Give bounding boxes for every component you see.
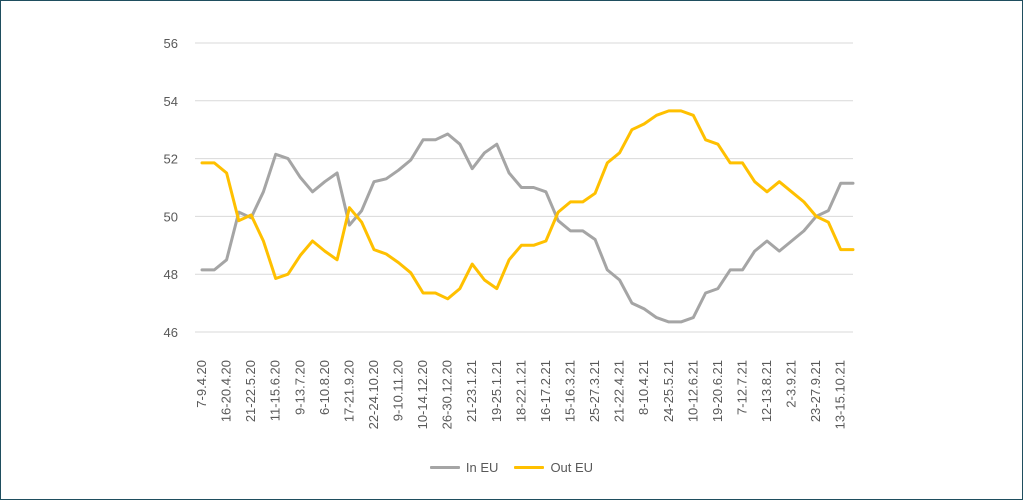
x-tick-label: 10-12.6.21: [685, 360, 700, 422]
x-tick-label: 24-25.5.21: [661, 360, 676, 422]
x-tick-label: 11-15.6.20: [268, 360, 283, 421]
x-tick-label: 21-22.4.21: [612, 360, 627, 422]
x-tick-label: 7-9.4.20: [194, 360, 209, 408]
x-tick-label: 17-21.9.20: [341, 360, 356, 422]
legend-swatch-in-eu: [429, 466, 460, 469]
x-tick-label: 22-24.10.20: [366, 360, 381, 429]
x-tick-label: 9-10.11.20: [391, 360, 406, 421]
series-lines: [200, 109, 855, 324]
x-tick-label: 16-20.4.20: [219, 360, 234, 422]
x-tick-label: 7-12.7.21: [734, 360, 749, 415]
y-tick-label: 46: [164, 325, 178, 340]
x-tick-label: 25-27.3.21: [587, 360, 602, 422]
x-tick-label: 15-16.3.21: [562, 360, 577, 422]
x-tick-label: 10-14.12.20: [415, 360, 430, 429]
x-tick-label: 8-10.4.21: [636, 360, 651, 415]
y-tick-label: 56: [164, 36, 178, 51]
legend: In EU Out EU: [0, 460, 1023, 475]
x-tick-label: 18-22.1.21: [513, 360, 528, 422]
legend-item-out-eu[interactable]: Out EU: [514, 460, 593, 475]
x-tick-label: 19-25.1.21: [489, 360, 504, 422]
gridlines: [195, 42, 853, 333]
y-tick-label: 50: [164, 209, 178, 224]
x-tick-label: 19-20.6.21: [710, 360, 725, 422]
y-tick-label: 52: [164, 152, 178, 167]
x-tick-label: 12-13.8.21: [759, 360, 774, 422]
series-line-out-eu: [200, 109, 855, 301]
x-tick-label: 16-17.2.21: [538, 360, 553, 422]
x-tick-label: 9-13.7.20: [292, 360, 307, 415]
x-tick-label: 6-10.8.20: [317, 360, 332, 415]
y-tick-label: 48: [164, 267, 178, 282]
x-tick-label: 2-3.9.21: [784, 360, 799, 408]
y-tick-label: 54: [164, 94, 178, 109]
legend-swatch-out-eu: [514, 466, 545, 469]
y-axis-ticks: 46 48 50 52 54 56: [164, 36, 178, 340]
legend-label-in-eu: In EU: [465, 460, 499, 475]
x-tick-label: 23-27.9.21: [808, 360, 823, 422]
x-tick-label: 21-22.5.20: [243, 360, 258, 422]
series-line-in-eu: [200, 132, 855, 324]
x-tick-label: 26-30.12.20: [440, 360, 455, 429]
x-axis-ticks: 7-9.4.20 16-20.4.20 21-22.5.20 11-15.6.20 9-…: [194, 360, 848, 429]
x-tick-label: 21-23.1.21: [464, 360, 479, 422]
x-tick-label: 13-15.10.21: [833, 360, 848, 429]
legend-label-out-eu: Out EU: [550, 460, 594, 475]
legend-item-in-eu[interactable]: In EU: [429, 460, 499, 475]
